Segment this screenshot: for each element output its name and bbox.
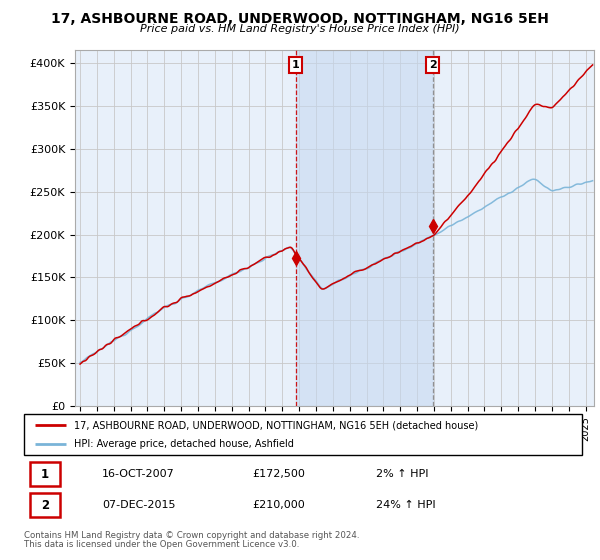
Text: 07-DEC-2015: 07-DEC-2015: [102, 500, 176, 510]
Text: 2: 2: [428, 60, 436, 70]
Bar: [29, 462, 60, 486]
Bar: [29, 493, 60, 517]
Text: 17, ASHBOURNE ROAD, UNDERWOOD, NOTTINGHAM, NG16 5EH: 17, ASHBOURNE ROAD, UNDERWOOD, NOTTINGHA…: [51, 12, 549, 26]
Text: Contains HM Land Registry data © Crown copyright and database right 2024.: Contains HM Land Registry data © Crown c…: [24, 531, 359, 540]
Text: £172,500: £172,500: [253, 469, 305, 479]
Text: This data is licensed under the Open Government Licence v3.0.: This data is licensed under the Open Gov…: [24, 540, 299, 549]
Text: 2: 2: [41, 498, 49, 512]
Text: 1: 1: [292, 60, 299, 70]
Text: 1: 1: [41, 468, 49, 480]
Text: HPI: Average price, detached house, Ashfield: HPI: Average price, detached house, Ashf…: [74, 439, 294, 449]
Text: £210,000: £210,000: [253, 500, 305, 510]
Text: 24% ↑ HPI: 24% ↑ HPI: [376, 500, 435, 510]
Bar: [296, 50, 433, 406]
Text: Price paid vs. HM Land Registry's House Price Index (HPI): Price paid vs. HM Land Registry's House …: [140, 24, 460, 34]
Text: 2% ↑ HPI: 2% ↑ HPI: [376, 469, 428, 479]
Text: 17, ASHBOURNE ROAD, UNDERWOOD, NOTTINGHAM, NG16 5EH (detached house): 17, ASHBOURNE ROAD, UNDERWOOD, NOTTINGHA…: [74, 421, 478, 430]
Text: 16-OCT-2007: 16-OCT-2007: [102, 469, 175, 479]
